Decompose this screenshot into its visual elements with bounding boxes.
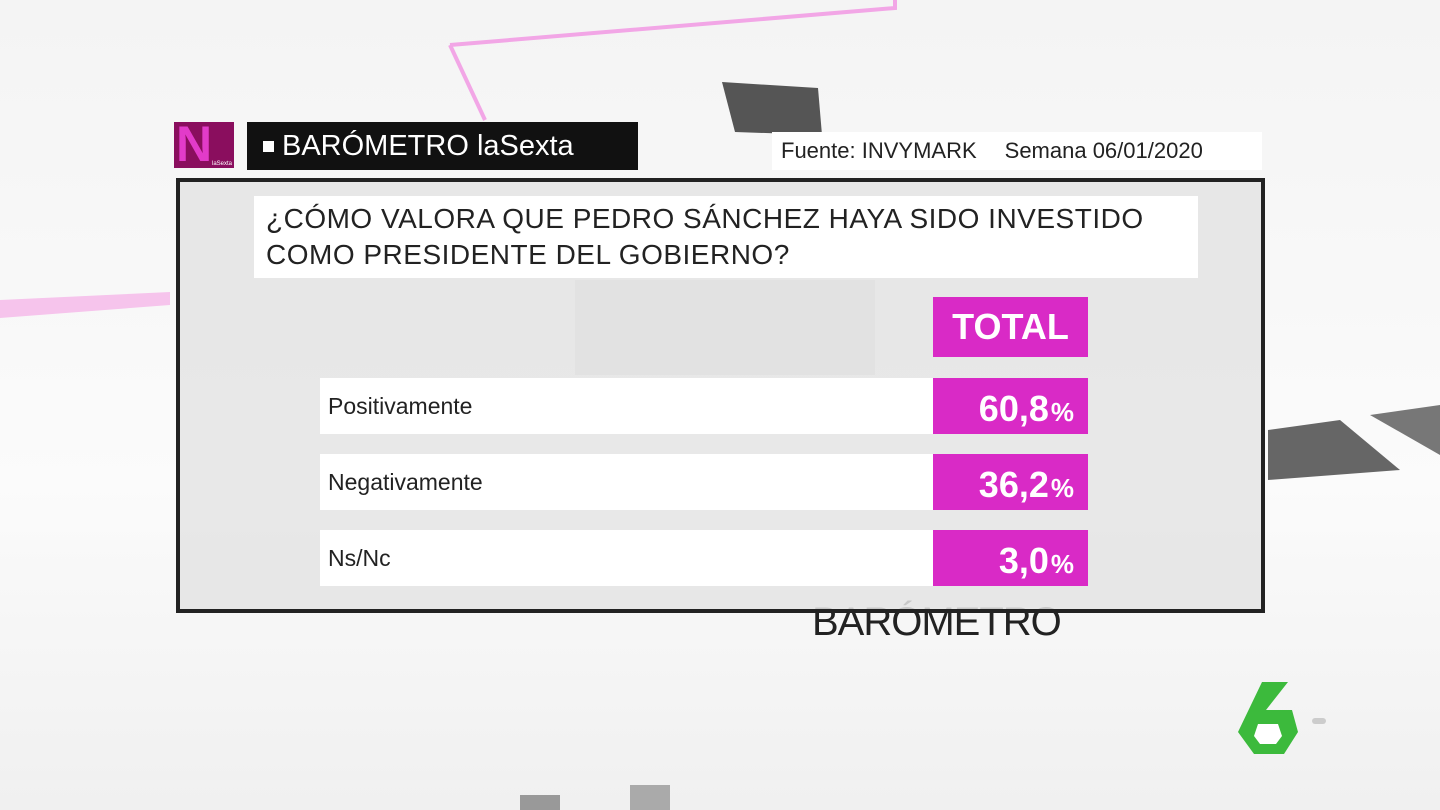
source-box: Fuente: INVYMARK Semana 06/01/2020 <box>772 132 1262 170</box>
title: BARÓMETRO laSexta <box>282 129 574 162</box>
row-label: Positivamente <box>328 392 473 419</box>
column-header: TOTAL <box>933 297 1088 357</box>
row-label-box: Positivamente <box>320 378 933 434</box>
row-value: 60,8 <box>978 388 1049 429</box>
source: Fuente: INVYMARK <box>781 138 977 163</box>
row-unit: % <box>1050 397 1074 427</box>
row-unit: % <box>1050 473 1074 503</box>
bullet <box>263 140 274 152</box>
row-value: 3,0 <box>998 540 1049 581</box>
logo-small: laSexta <box>211 161 232 167</box>
row-value: 36,2 <box>978 464 1049 505</box>
row-label-box: Negativamente <box>320 454 933 510</box>
row-value-box: 36,2% <box>933 454 1088 510</box>
logo: N laSexta <box>174 118 234 170</box>
row-label: Ns/Nc <box>328 544 391 571</box>
week: Semana 06/01/2020 <box>1004 138 1203 163</box>
channel-logo <box>1238 682 1326 754</box>
row-label: Negativamente <box>328 468 483 495</box>
question-line: ¿CÓMO VALORA QUE PEDRO SÁNCHEZ HAYA SIDO… <box>266 203 1144 234</box>
question-line: COMO PRESIDENTE DEL GOBIERNO? <box>266 239 790 270</box>
row-value-box: 3,0% <box>933 530 1088 586</box>
row-value-box: 60,8% <box>933 378 1088 434</box>
question-box: ¿CÓMO VALORA QUE PEDRO SÁNCHEZ HAYA SIDO… <box>254 196 1198 278</box>
logo-letter: N <box>176 116 213 172</box>
title-bar: BARÓMETRO laSexta <box>247 122 638 170</box>
row-unit: % <box>1050 549 1074 579</box>
row-label-box: Ns/Nc <box>320 530 933 586</box>
